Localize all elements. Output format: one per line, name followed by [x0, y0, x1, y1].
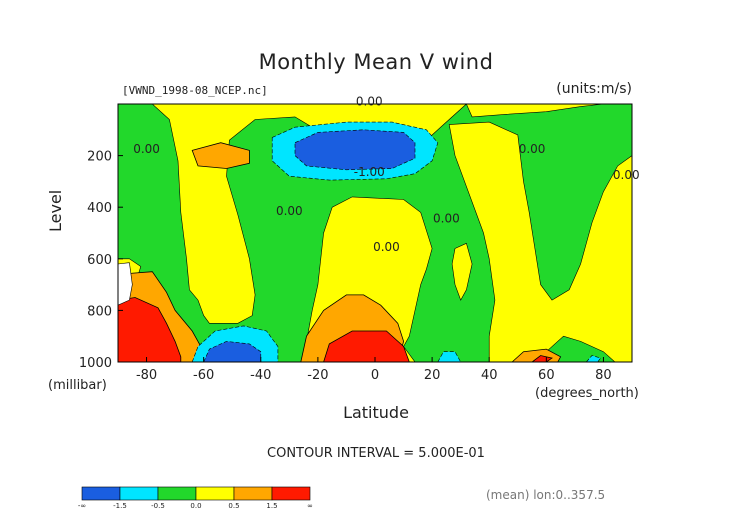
contour-label-3: 0.00 — [276, 204, 303, 218]
colorbar-label-4: 0.5 — [228, 502, 239, 510]
y-tick-label-2: 600 — [87, 253, 112, 268]
contour-label-5: 0.00 — [519, 142, 546, 156]
chart-title: Monthly Mean V wind — [258, 50, 494, 74]
y-tick-label-0: 200 — [87, 150, 112, 165]
mean-info-text: (mean) lon:0..357.5 — [486, 488, 606, 502]
colorbar-label-2: -0.5 — [151, 502, 165, 510]
colorbar-label-1: -1.5 — [113, 502, 127, 510]
contour-region-o-6 — [191, 142, 250, 169]
contour-region-y-5 — [451, 242, 473, 301]
x-tick-label-6: 40 — [481, 368, 498, 383]
chart-source-file: [VWND_1998-08_NCEP.nc] — [122, 84, 268, 97]
contour-label-4: 0.00 — [433, 212, 460, 226]
x-tick-label-1: -60 — [193, 368, 214, 383]
colorbar-label-0: -∞ — [78, 502, 86, 510]
x-tick-label-8: 80 — [595, 368, 612, 383]
colorbar-swatch-5 — [271, 486, 311, 501]
contour-label-2: -1.00 — [354, 165, 385, 179]
colorbar-label-6: ∞ — [307, 502, 313, 510]
contour-label-6: 0.00 — [613, 168, 640, 182]
x-tick-label-5: 20 — [424, 368, 441, 383]
colorbar-label-5: 1.5 — [266, 502, 277, 510]
contour-interval-text: CONTOUR INTERVAL = 5.000E-01 — [267, 446, 485, 461]
colorbar-swatch-0 — [81, 486, 121, 501]
x-axis-unit: (degrees_north) — [535, 386, 639, 401]
contour-label-7: 0.00 — [373, 240, 400, 254]
x-tick-label-3: -20 — [307, 368, 328, 383]
contour-region-b-17 — [294, 129, 416, 171]
x-tick-label-2: -40 — [250, 368, 271, 383]
contour-label-1: 0.00 — [133, 142, 160, 156]
contour-label-0: 0.00 — [356, 94, 383, 108]
y-tick-label-3: 800 — [87, 304, 112, 319]
y-axis-unit: (millibar) — [48, 378, 107, 393]
y-tick-label-4: 1000 — [79, 356, 112, 371]
x-tick-label-7: 60 — [538, 368, 555, 383]
x-tick-label-4: 0 — [371, 368, 379, 383]
y-tick-label-1: 400 — [87, 201, 112, 216]
colorbar-swatch-1 — [119, 486, 159, 501]
chart-units: (units:m/s) — [556, 81, 632, 97]
colorbar-swatch-2 — [157, 486, 197, 501]
colorbar-swatch-4 — [233, 486, 273, 501]
colorbar-label-3: 0.0 — [190, 502, 201, 510]
colorbar-swatch-3 — [195, 486, 235, 501]
x-axis-label: Latitude — [343, 403, 409, 422]
x-tick-label-0: -80 — [136, 368, 157, 383]
